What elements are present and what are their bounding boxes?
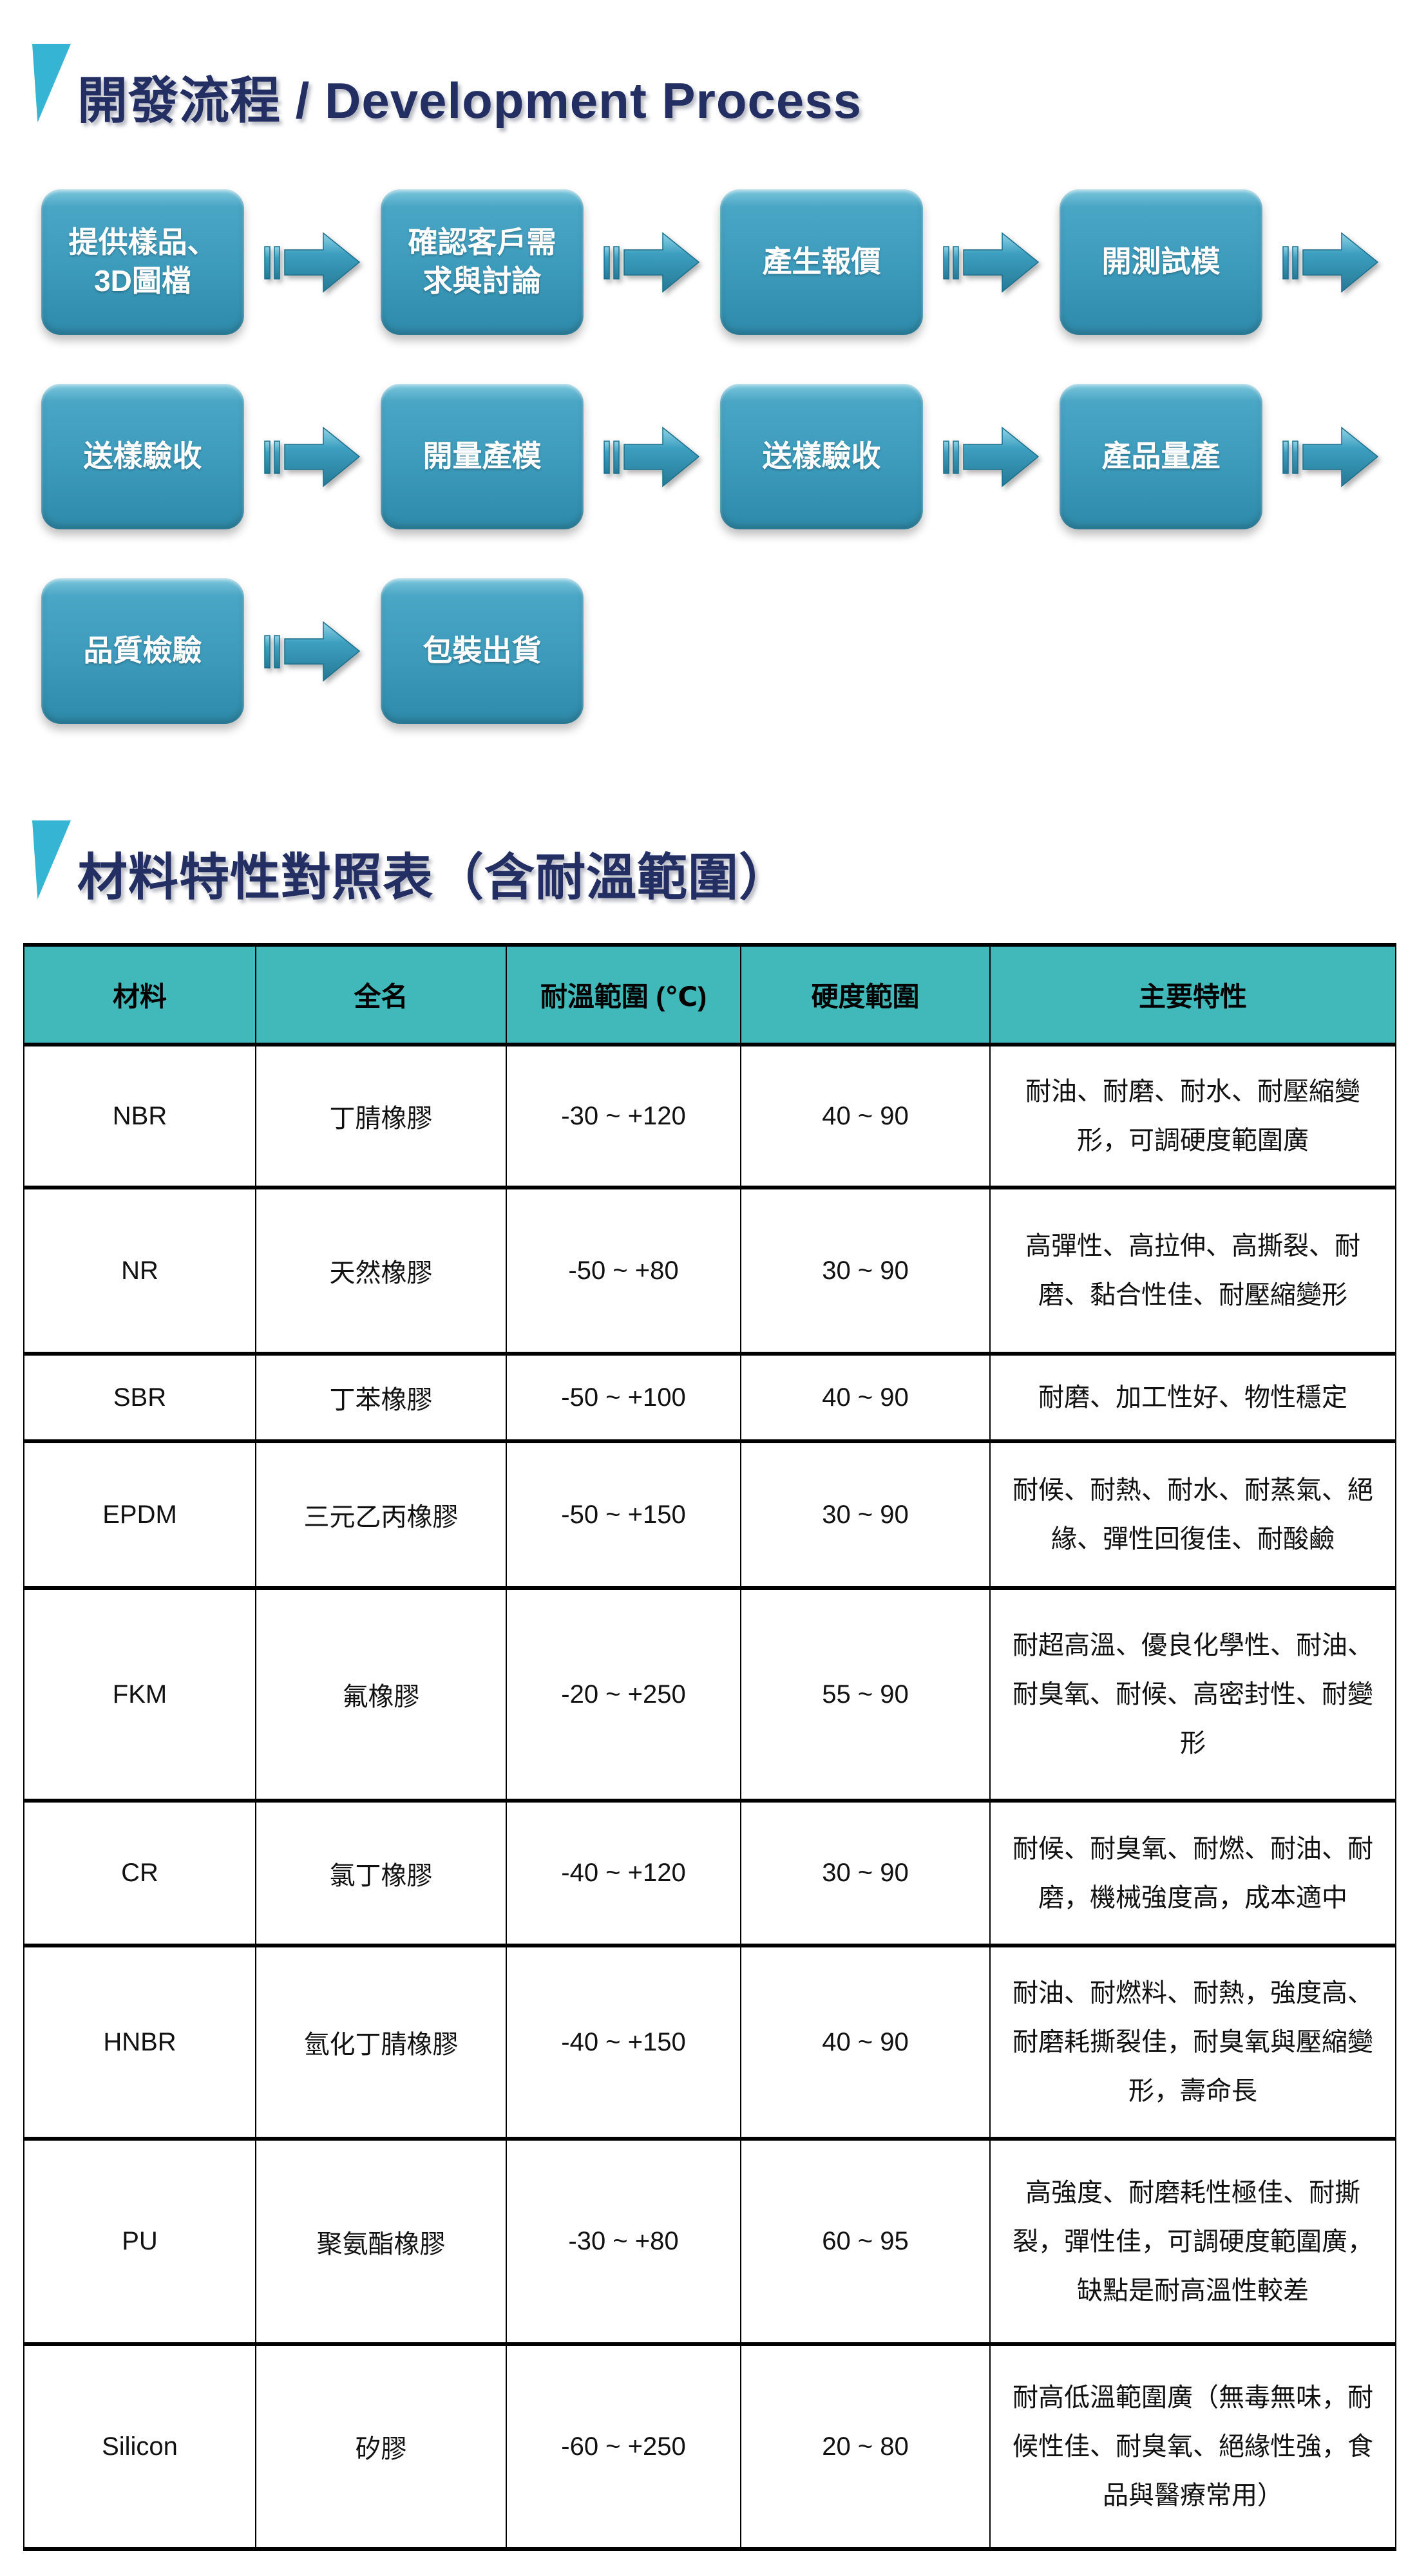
flow-box-mass-production: 產品量產 (1060, 384, 1262, 529)
cell-full-name: 三元乙丙橡膠 (255, 1441, 506, 1588)
cell-full-name: 氫化丁腈橡膠 (255, 1946, 506, 2139)
cell-features: 耐高低溫範圍廣（無毒無味，耐候性佳、耐臭氧、絕緣性強，食品與醫療常用） (989, 2344, 1396, 2549)
cell-full-name: 丁苯橡膠 (255, 1354, 506, 1441)
col-header-temp-range: 耐溫範圍 (℃) (506, 945, 741, 1045)
table-row: HNBR 氫化丁腈橡膠 -40 ~ +150 40 ~ 90 耐油、耐燃料、耐熱… (24, 1946, 1396, 2139)
flow-arrow-icon (1282, 426, 1379, 488)
development-flowchart: 提供樣品、 3D圖檔 確認客戶需 求與討論 產生報價 開測試模 送樣驗收 開量產… (0, 189, 1417, 724)
flow-box-sample-approval-2: 送樣驗收 (720, 384, 923, 529)
cell-material: NBR (24, 1045, 256, 1188)
flow-box-provide-sample-3d: 提供樣品、 3D圖檔 (41, 189, 244, 335)
cell-full-name: 氯丁橡膠 (255, 1801, 506, 1946)
flow-row-1: 提供樣品、 3D圖檔 確認客戶需 求與討論 產生報價 開測試模 (41, 189, 1417, 335)
cell-features: 耐候、耐熱、耐水、耐蒸氣、絕緣、彈性回復佳、耐酸鹼 (989, 1441, 1396, 1588)
section-header-development: 開發流程 / Development Process (32, 44, 1417, 133)
cell-material: Silicon (24, 2344, 256, 2549)
cell-temp-range: -50 ~ +150 (506, 1441, 741, 1588)
cell-material: SBR (24, 1354, 256, 1441)
cell-material: FKM (24, 1588, 256, 1801)
cell-full-name: 聚氨酯橡膠 (255, 2139, 506, 2344)
cell-hardness: 30 ~ 90 (740, 1441, 990, 1588)
cell-full-name: 矽膠 (255, 2344, 506, 2549)
cell-full-name: 氟橡膠 (255, 1588, 506, 1801)
table-row: SBR 丁苯橡膠 -50 ~ +100 40 ~ 90 耐磨、加工性好、物性穩定 (24, 1354, 1396, 1441)
cell-features: 高彈性、高拉伸、高撕裂、耐磨、黏合性佳、耐壓縮變形 (989, 1188, 1396, 1354)
flow-row-2: 送樣驗收 開量產模 送樣驗收 產品量產 (41, 384, 1417, 529)
flow-arrow-icon (943, 231, 1040, 293)
cell-temp-range: -30 ~ +80 (506, 2139, 741, 2344)
table-row: FKM 氟橡膠 -20 ~ +250 55 ~ 90 耐超高溫、優良化學性、耐油… (24, 1588, 1396, 1801)
cell-hardness: 40 ~ 90 (740, 1045, 990, 1188)
corner-triangle-icon (32, 44, 71, 122)
cell-features: 高強度、耐磨耗性極佳、耐撕裂，彈性佳，可調硬度範圍廣，缺點是耐高溫性較差 (989, 2139, 1396, 2344)
cell-full-name: 丁腈橡膠 (255, 1045, 506, 1188)
col-header-full-name: 全名 (255, 945, 506, 1045)
flow-arrow-icon (604, 231, 700, 293)
table-row: NR 天然橡膠 -50 ~ +80 30 ~ 90 高彈性、高拉伸、高撕裂、耐磨… (24, 1188, 1396, 1354)
flow-arrow-icon (1282, 231, 1379, 293)
cell-hardness: 60 ~ 95 (740, 2139, 990, 2344)
flow-arrow-icon (264, 620, 361, 682)
cell-hardness: 30 ~ 90 (740, 1188, 990, 1354)
flow-row-3: 品質檢驗 包裝出貨 (41, 578, 1417, 724)
cell-hardness: 20 ~ 80 (740, 2344, 990, 2549)
corner-triangle-icon (32, 820, 71, 899)
cell-temp-range: -60 ~ +250 (506, 2344, 741, 2549)
cell-material: CR (24, 1801, 256, 1946)
cell-features: 耐候、耐臭氧、耐燃、耐油、耐磨，機械強度高，成本適中 (989, 1801, 1396, 1946)
cell-features: 耐油、耐磨、耐水、耐壓縮變形，可調硬度範圍廣 (989, 1045, 1396, 1188)
flow-arrow-icon (604, 426, 700, 488)
col-header-features: 主要特性 (989, 945, 1396, 1045)
col-header-material: 材料 (24, 945, 256, 1045)
cell-material: EPDM (24, 1441, 256, 1588)
cell-material: HNBR (24, 1946, 256, 2139)
table-row: CR 氯丁橡膠 -40 ~ +120 30 ~ 90 耐候、耐臭氧、耐燃、耐油、… (24, 1801, 1396, 1946)
cell-hardness: 30 ~ 90 (740, 1801, 990, 1946)
flow-box-mass-production-mold: 開量產模 (381, 384, 584, 529)
table-row: PU 聚氨酯橡膠 -30 ~ +80 60 ~ 95 高強度、耐磨耗性極佳、耐撕… (24, 2139, 1396, 2344)
flow-box-sample-approval-1: 送樣驗收 (41, 384, 244, 529)
flow-box-test-mold: 開測試模 (1060, 189, 1262, 335)
cell-full-name: 天然橡膠 (255, 1188, 506, 1354)
cell-temp-range: -50 ~ +80 (506, 1188, 741, 1354)
col-header-hardness: 硬度範圍 (740, 945, 990, 1045)
section-title-materials: 材料特性對照表（含耐溫範圍） (77, 849, 790, 905)
material-properties-table: 材料 全名 耐溫範圍 (℃) 硬度範圍 主要特性 NBR 丁腈橡膠 -30 ~ … (23, 943, 1396, 2551)
flow-box-packing-shipping: 包裝出貨 (381, 578, 584, 724)
cell-temp-range: -30 ~ +120 (506, 1045, 741, 1188)
cell-features: 耐超高溫、優良化學性、耐油、耐臭氧、耐候、高密封性、耐變形 (989, 1588, 1396, 1801)
table-header-row: 材料 全名 耐溫範圍 (℃) 硬度範圍 主要特性 (24, 945, 1396, 1045)
cell-temp-range: -20 ~ +250 (506, 1588, 741, 1801)
flow-box-confirm-requirements: 確認客戶需 求與討論 (381, 189, 584, 335)
cell-temp-range: -40 ~ +150 (506, 1946, 741, 2139)
table-row: EPDM 三元乙丙橡膠 -50 ~ +150 30 ~ 90 耐候、耐熱、耐水、… (24, 1441, 1396, 1588)
flow-arrow-icon (943, 426, 1040, 488)
cell-temp-range: -50 ~ +100 (506, 1354, 741, 1441)
flow-box-quality-inspection: 品質檢驗 (41, 578, 244, 724)
flow-arrow-icon (264, 231, 361, 293)
table-row: NBR 丁腈橡膠 -30 ~ +120 40 ~ 90 耐油、耐磨、耐水、耐壓縮… (24, 1045, 1396, 1188)
cell-hardness: 40 ~ 90 (740, 1354, 990, 1441)
table-row: Silicon 矽膠 -60 ~ +250 20 ~ 80 耐高低溫範圍廣（無毒… (24, 2344, 1396, 2549)
cell-hardness: 55 ~ 90 (740, 1588, 990, 1801)
section-header-materials: 材料特性對照表（含耐溫範圍） (32, 820, 1417, 909)
cell-features: 耐油、耐燃料、耐熱，強度高、耐磨耗撕裂佳，耐臭氧與壓縮變形，壽命長 (989, 1946, 1396, 2139)
cell-material: PU (24, 2139, 256, 2344)
flow-arrow-icon (264, 426, 361, 488)
flow-box-quotation: 產生報價 (720, 189, 923, 335)
cell-features: 耐磨、加工性好、物性穩定 (989, 1354, 1396, 1441)
section-title-development: 開發流程 / Development Process (77, 72, 862, 129)
cell-hardness: 40 ~ 90 (740, 1946, 990, 2139)
cell-material: NR (24, 1188, 256, 1354)
cell-temp-range: -40 ~ +120 (506, 1801, 741, 1946)
